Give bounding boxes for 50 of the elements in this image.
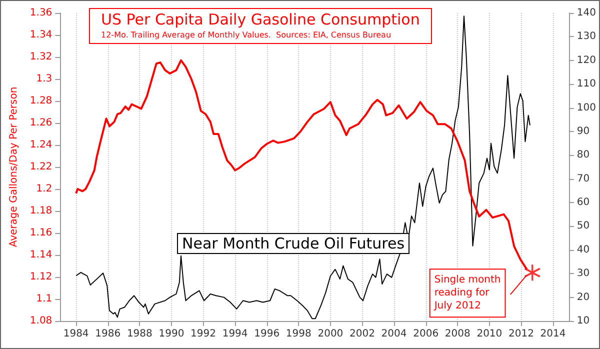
y2-tick-label: 140	[576, 8, 596, 18]
x-tick-label: 2012	[508, 328, 534, 340]
y-tick-label: 1.2	[36, 184, 52, 194]
x-tick-label: 2008	[444, 328, 470, 340]
x-tick-label: 1996	[254, 328, 280, 340]
x-tick-label: 2006	[413, 328, 439, 340]
x-tick-label: 1990	[158, 328, 184, 340]
y2-tick-label: 30	[576, 268, 590, 280]
x-tick-label: 1992	[190, 328, 216, 340]
y2-tick-label: 40	[576, 244, 590, 256]
x-tick-label: 1998	[286, 328, 312, 340]
y2-tick-label: 60	[576, 197, 590, 208]
y2-tick-label: 100	[576, 102, 596, 114]
x-tick-label: 1986	[95, 328, 121, 340]
y2-tick-label: 70	[576, 173, 590, 184]
y-tick-label: 1.22	[30, 162, 52, 172]
y-tick-label: 1.24	[30, 140, 52, 150]
x-tick-label: 2004	[381, 328, 407, 340]
y-tick-label: 1.18	[30, 206, 52, 216]
series-label: Near Month Crude Oil Futures	[182, 234, 405, 252]
y2-tick-label: 20	[576, 292, 590, 303]
text: 12-Mo. Trailing Average of Monthly Values. Sources: EIA, Census Bureau	[101, 30, 392, 40]
y-tick-label: 1.36	[30, 8, 52, 18]
x-tick-label: 1994	[222, 328, 248, 340]
y2-tick-label: 120	[576, 54, 596, 66]
y-axis-title: Average Gallons/Day Per Person	[8, 86, 20, 248]
annotation: Single month reading for July 2012	[433, 274, 501, 312]
y-tick-label: 1.34	[30, 30, 52, 40]
y-tick-label: 1.12	[30, 272, 52, 282]
y2-tick-label: 80	[576, 150, 590, 161]
x-tick-label: 2002	[350, 328, 375, 340]
chart-title: US Per Capita Daily Gasoline Consumption	[101, 10, 420, 28]
x-tick-label: 1988	[126, 328, 152, 340]
x-tick-label: 2000	[318, 328, 344, 340]
y-tick-label: 1.08	[30, 316, 52, 326]
y-tick-label: 1.26	[30, 118, 52, 128]
y2-tick-label: 130	[576, 31, 596, 42]
y2-tick-label: 50	[576, 220, 590, 232]
x-tick-label: 2014	[540, 328, 566, 340]
y-tick-label: 1.14	[30, 250, 52, 260]
x-tick-label: 2010	[476, 328, 502, 340]
y-tick-label: 1.32	[30, 52, 52, 62]
x-tick-label: 1984	[63, 328, 89, 340]
y-tick-label: 1.3	[36, 74, 52, 84]
y-tick-label: 1.1	[36, 294, 52, 304]
y-tick-label: 1.28	[30, 96, 52, 106]
y2-tick-label: 90	[576, 126, 590, 137]
y2-tick-label: 110	[576, 78, 596, 90]
y-tick-label: 1.16	[30, 228, 52, 238]
y2-tick-label: 10	[576, 316, 590, 326]
